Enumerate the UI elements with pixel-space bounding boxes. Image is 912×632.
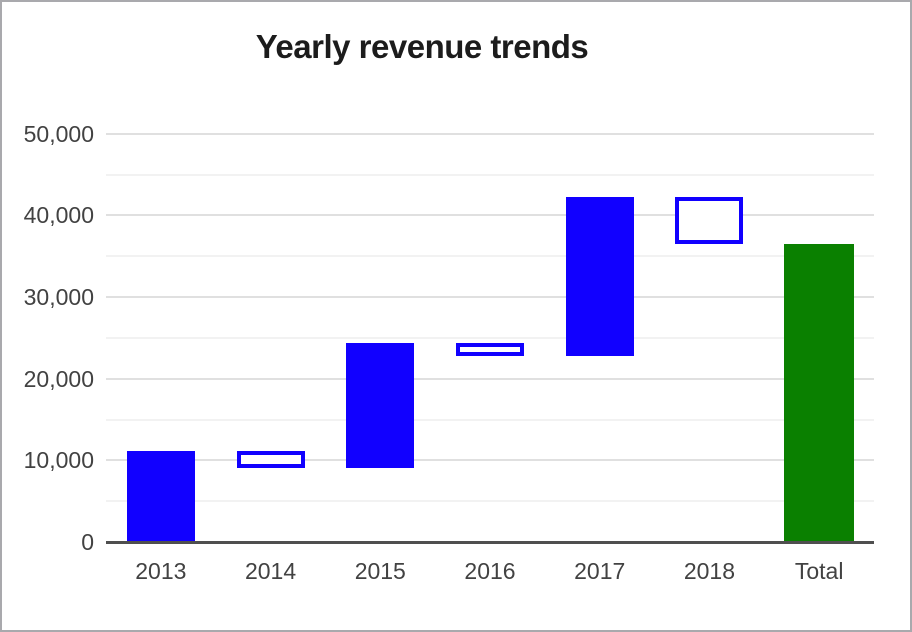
bar-2016[interactable] <box>456 342 524 356</box>
y-axis-tick-label: 50,000 <box>23 120 94 147</box>
x-axis-category-label: Total <box>794 558 844 584</box>
bar-2013[interactable] <box>126 450 195 542</box>
gridline-major <box>106 132 874 135</box>
gridline-major <box>106 214 874 217</box>
y-axis-tick-label: 0 <box>81 529 94 555</box>
y-axis-tick-label: 30,000 <box>23 284 94 311</box>
gridline-minor <box>106 173 874 176</box>
gridline-minor <box>106 336 874 339</box>
x-axis-category-label: 2013 <box>135 558 187 584</box>
x-axis-category-label: 2014 <box>244 558 297 584</box>
chart-title: Yearly revenue trends <box>255 28 589 65</box>
gridline-major <box>106 296 874 299</box>
gridline-major <box>106 377 874 380</box>
gridline-minor <box>106 255 874 258</box>
gridline-major <box>106 459 874 462</box>
bar-2015[interactable] <box>346 342 415 469</box>
x-axis-category-label: 2015 <box>354 558 406 584</box>
x-axis-category-label: 2018 <box>683 558 735 584</box>
y-axis-tick-label: 20,000 <box>23 365 94 392</box>
bar-2017[interactable] <box>565 197 634 356</box>
bar-2014[interactable] <box>236 450 305 469</box>
gridline-minor <box>106 418 874 421</box>
y-axis-tick-label: 40,000 <box>23 202 94 229</box>
bar-2018[interactable] <box>675 197 744 244</box>
bar-total[interactable] <box>784 243 855 542</box>
x-axis-line <box>106 541 874 544</box>
x-axis-category-label: 2017 <box>574 558 626 584</box>
gridline-minor <box>106 500 874 503</box>
y-axis-tick-label: 10,000 <box>23 447 94 474</box>
x-axis-category-label: 2016 <box>464 558 516 584</box>
